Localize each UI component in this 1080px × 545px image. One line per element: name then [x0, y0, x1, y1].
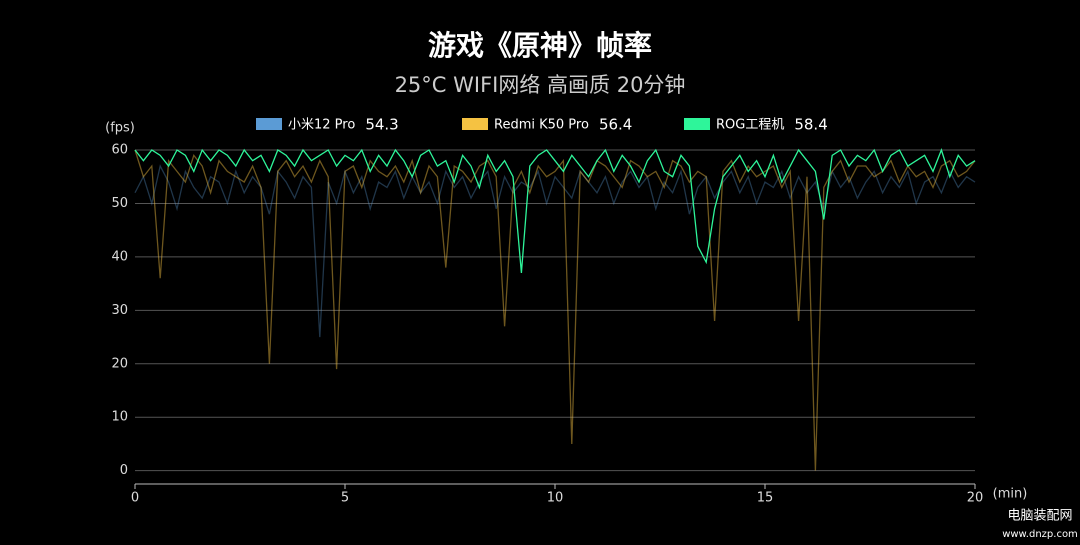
legend-label: 小米12 Pro	[288, 118, 355, 133]
watermark-url: www.dnzp.com	[1002, 529, 1078, 540]
legend-swatch	[256, 118, 282, 130]
legend-mean: 56.4	[599, 116, 632, 134]
legend-swatch	[462, 118, 488, 130]
legend-mean: 54.3	[365, 116, 398, 134]
y-tick-label: 0	[120, 463, 128, 478]
x-tick-label: 0	[131, 491, 139, 506]
y-axis-label: (fps)	[105, 121, 135, 136]
x-tick-label: 20	[967, 491, 984, 506]
x-tick-label: 5	[341, 491, 349, 506]
chart-title: 游戏《原神》帧率	[428, 29, 652, 62]
y-tick-label: 10	[111, 410, 128, 425]
series-line	[134, 164, 976, 338]
x-tick-label: 10	[547, 491, 564, 506]
legend-swatch	[684, 118, 710, 130]
legend-mean: 58.4	[794, 116, 827, 134]
x-axis-label: (min)	[993, 487, 1028, 502]
y-tick-label: 20	[111, 356, 128, 371]
watermark-name: 电脑装配网	[1007, 509, 1072, 524]
legend-label: Redmi K50 Pro	[494, 118, 589, 133]
series-line	[134, 149, 976, 471]
y-tick-label: 60	[111, 143, 128, 158]
y-tick-label: 30	[111, 303, 128, 318]
y-tick-label: 40	[111, 249, 128, 264]
chart-subtitle: 25°C WIFI网络 高画质 20分钟	[395, 73, 686, 97]
series-line	[134, 148, 976, 273]
legend-label: ROG工程机	[716, 118, 784, 133]
x-tick-label: 15	[757, 491, 774, 506]
y-tick-label: 50	[111, 196, 128, 211]
